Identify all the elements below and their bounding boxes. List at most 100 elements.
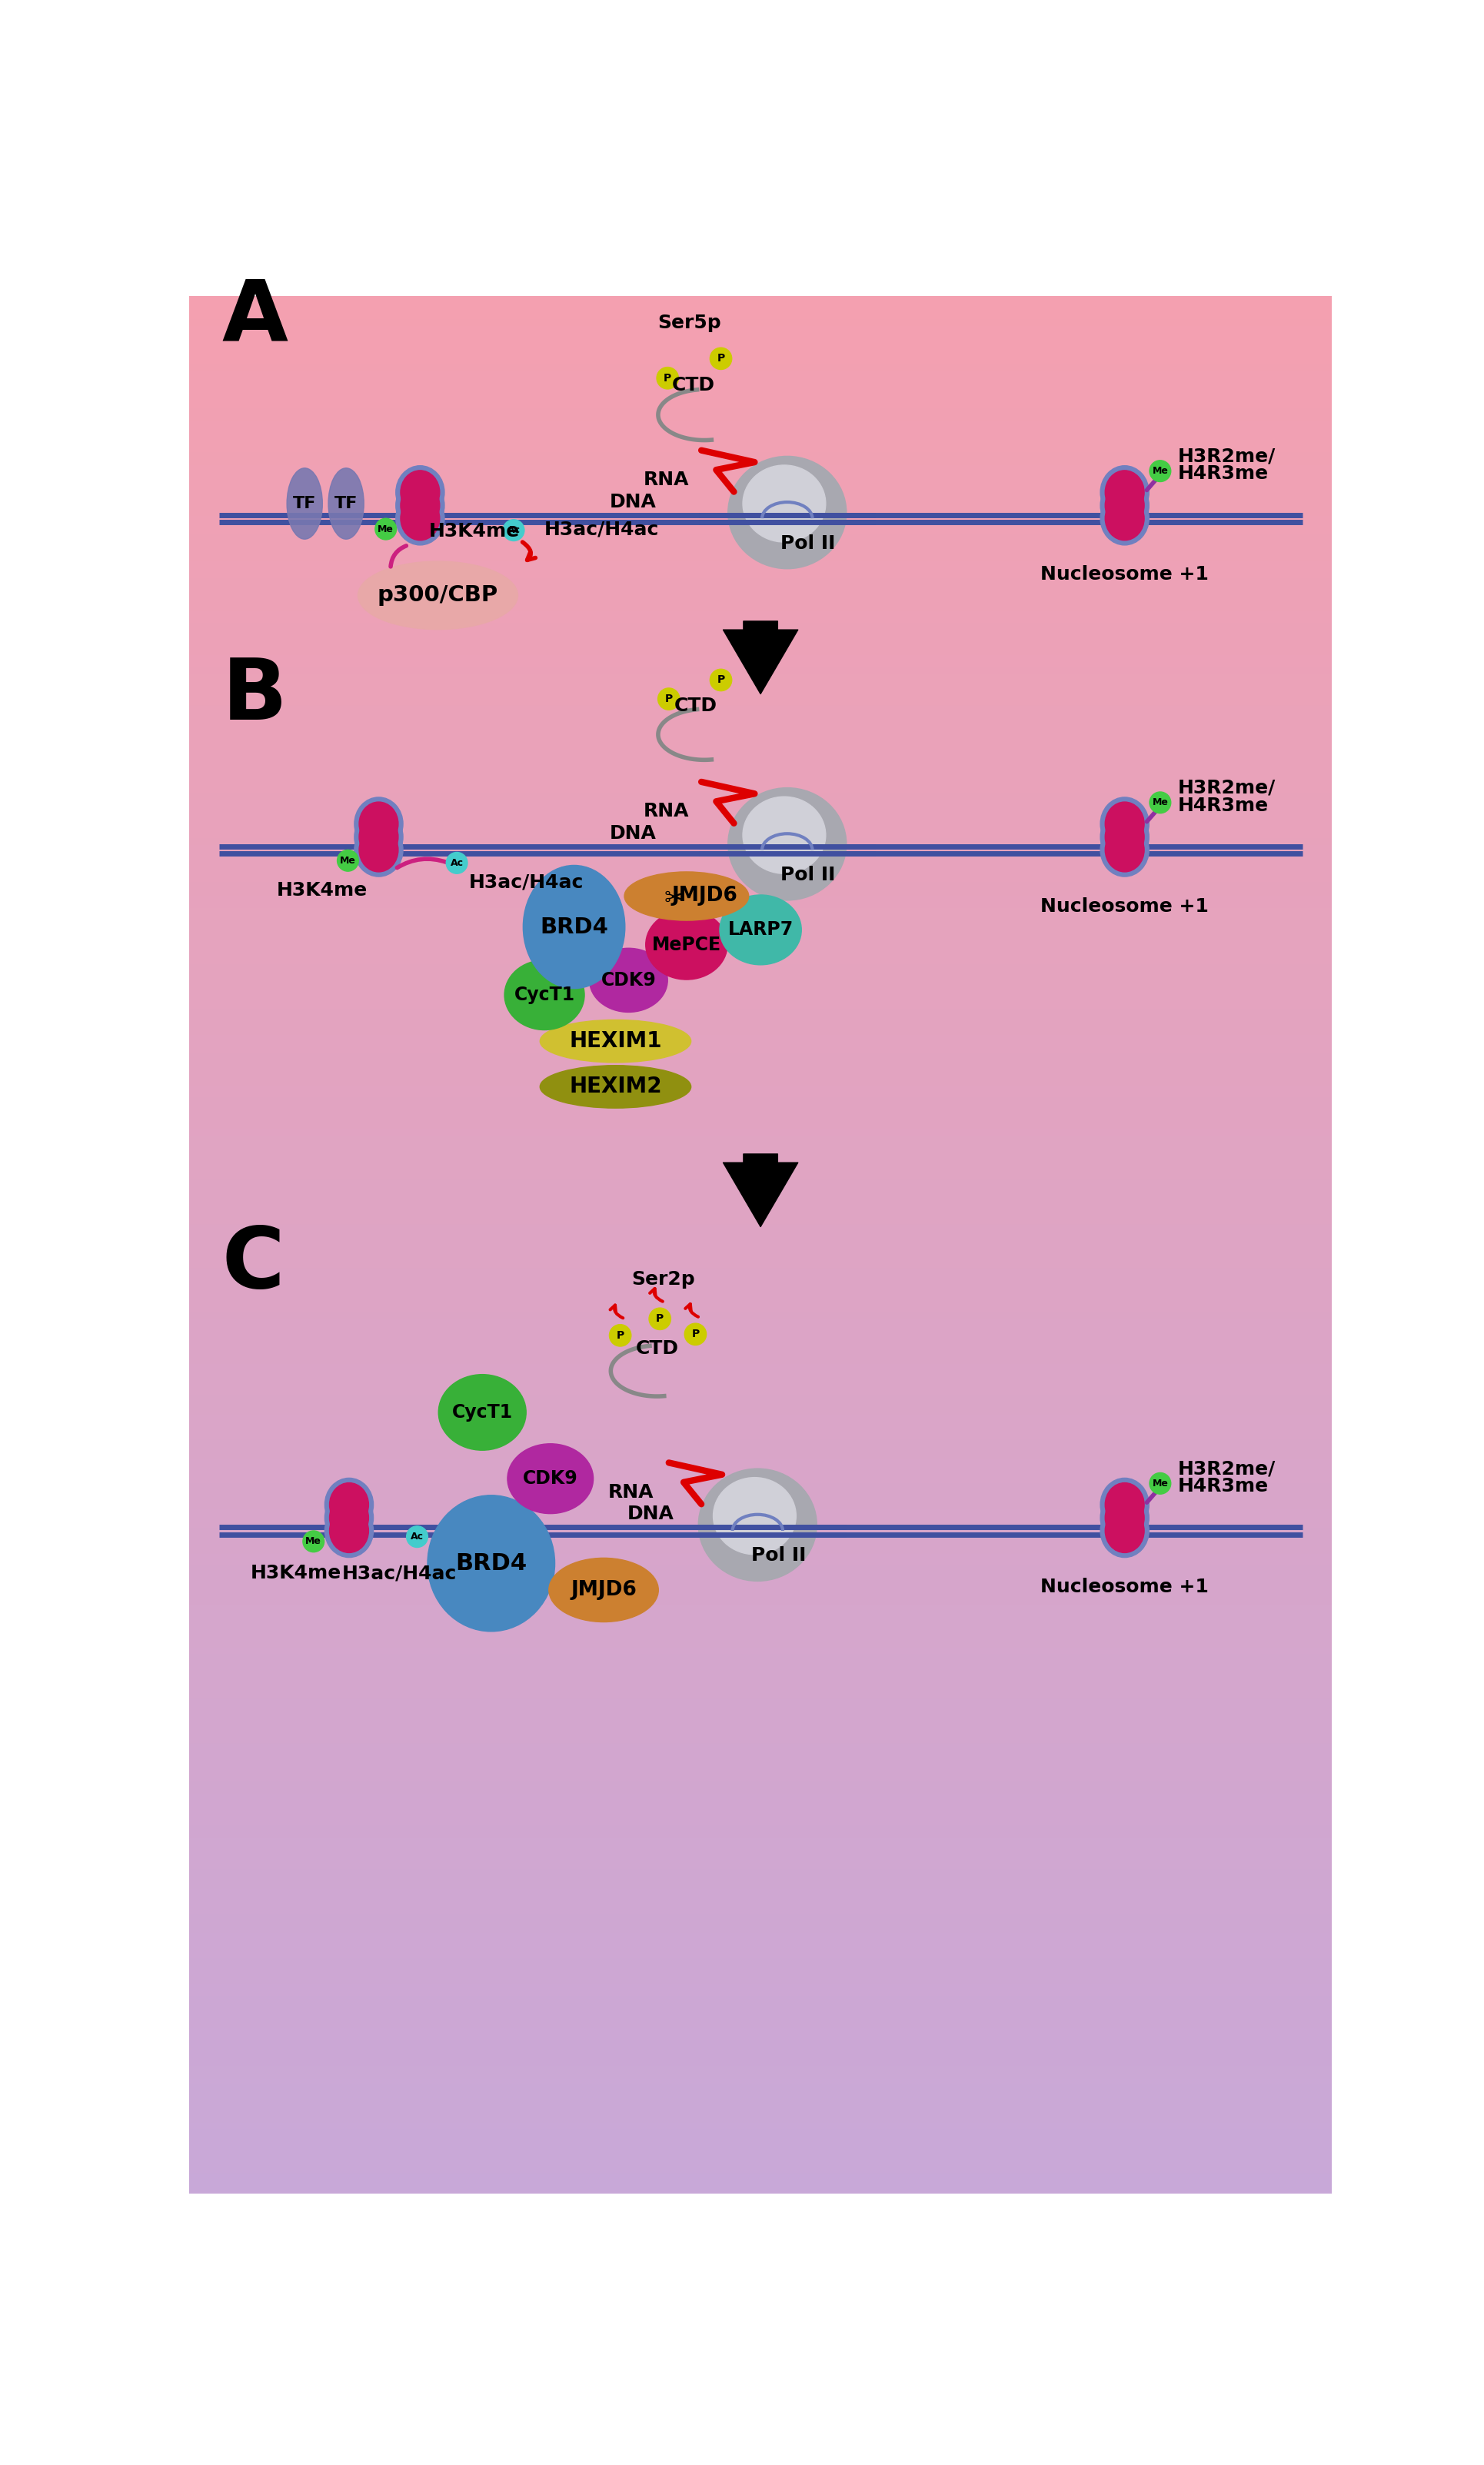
Bar bbox=[190, 2154, 1333, 2162]
Bar bbox=[190, 1294, 1333, 1302]
Bar bbox=[190, 776, 1333, 784]
FancyArrowPatch shape bbox=[522, 542, 536, 560]
Bar bbox=[190, 643, 1333, 651]
Bar bbox=[190, 1952, 1333, 1960]
Ellipse shape bbox=[325, 1504, 374, 1558]
Bar bbox=[190, 1940, 1333, 1947]
Bar bbox=[190, 688, 1333, 695]
Bar bbox=[190, 1213, 1333, 1220]
Bar bbox=[190, 656, 1333, 663]
Circle shape bbox=[447, 853, 467, 873]
Bar bbox=[190, 1415, 1333, 1422]
Ellipse shape bbox=[1106, 828, 1144, 873]
Bar bbox=[190, 966, 1333, 974]
Bar bbox=[190, 705, 1333, 712]
Bar bbox=[190, 1819, 1333, 1827]
Circle shape bbox=[337, 850, 359, 870]
Bar bbox=[190, 325, 1333, 333]
Bar bbox=[190, 1933, 1333, 1940]
Circle shape bbox=[709, 668, 732, 690]
Bar bbox=[190, 1605, 1333, 1612]
Bar bbox=[190, 345, 1333, 352]
Ellipse shape bbox=[1106, 801, 1144, 845]
Bar bbox=[190, 1782, 1333, 1790]
Bar bbox=[190, 1693, 1333, 1701]
Ellipse shape bbox=[1106, 1496, 1144, 1541]
Bar bbox=[190, 762, 1333, 769]
Bar bbox=[190, 1698, 1333, 1706]
Bar bbox=[190, 498, 1333, 505]
Bar bbox=[190, 1237, 1333, 1245]
Bar bbox=[190, 1504, 1333, 1511]
Bar bbox=[190, 890, 1333, 897]
Bar bbox=[190, 1528, 1333, 1536]
Bar bbox=[190, 813, 1333, 821]
Bar bbox=[190, 1306, 1333, 1314]
Bar bbox=[190, 1864, 1333, 1871]
Bar bbox=[190, 1257, 1333, 1265]
Ellipse shape bbox=[328, 468, 364, 540]
Bar bbox=[190, 1375, 1333, 1383]
Bar bbox=[190, 523, 1333, 530]
Bar bbox=[190, 604, 1333, 611]
Bar bbox=[190, 1851, 1333, 1859]
Text: H4R3me: H4R3me bbox=[1178, 796, 1269, 816]
Bar bbox=[190, 1799, 1333, 1807]
Circle shape bbox=[610, 1324, 631, 1346]
Bar bbox=[190, 1028, 1333, 1035]
Bar bbox=[190, 1141, 1333, 1149]
Bar bbox=[190, 471, 1333, 478]
Ellipse shape bbox=[646, 910, 727, 979]
Bar bbox=[190, 2034, 1333, 2041]
Bar bbox=[190, 1770, 1333, 1777]
Text: RNA: RNA bbox=[644, 471, 690, 488]
Text: HEXIM2: HEXIM2 bbox=[570, 1077, 662, 1097]
Bar bbox=[190, 2105, 1333, 2113]
Bar bbox=[190, 1839, 1333, 1846]
Text: Pol II: Pol II bbox=[751, 1546, 806, 1565]
Circle shape bbox=[649, 1309, 671, 1329]
Bar bbox=[190, 915, 1333, 922]
Bar bbox=[190, 1383, 1333, 1390]
Bar bbox=[190, 434, 1333, 441]
Ellipse shape bbox=[401, 495, 439, 540]
Bar bbox=[190, 370, 1333, 377]
Ellipse shape bbox=[729, 456, 846, 569]
Ellipse shape bbox=[358, 562, 518, 629]
Text: Me: Me bbox=[378, 525, 393, 535]
Bar bbox=[190, 826, 1333, 833]
Text: TF: TF bbox=[292, 495, 316, 510]
Bar bbox=[190, 1193, 1333, 1200]
Ellipse shape bbox=[1101, 466, 1149, 520]
Bar bbox=[190, 1447, 1333, 1454]
Bar bbox=[190, 2135, 1333, 2142]
Bar bbox=[190, 313, 1333, 320]
Ellipse shape bbox=[329, 1484, 368, 1526]
Bar bbox=[190, 1245, 1333, 1252]
Circle shape bbox=[657, 367, 678, 389]
Bar bbox=[190, 1762, 1333, 1770]
Text: Nucleosome +1: Nucleosome +1 bbox=[1040, 897, 1209, 915]
Bar bbox=[190, 2004, 1333, 2011]
Bar bbox=[190, 1250, 1333, 1257]
Bar bbox=[190, 2029, 1333, 2036]
Ellipse shape bbox=[396, 491, 444, 545]
Bar bbox=[190, 1844, 1333, 1851]
Text: H3K4me: H3K4me bbox=[429, 523, 519, 540]
Bar bbox=[190, 1856, 1333, 1866]
Bar bbox=[190, 1472, 1333, 1479]
Bar bbox=[190, 547, 1333, 555]
Text: A: A bbox=[221, 276, 288, 357]
Text: Me: Me bbox=[1152, 466, 1168, 476]
Bar bbox=[190, 991, 1333, 998]
Bar bbox=[190, 458, 1333, 466]
Bar bbox=[190, 2130, 1333, 2137]
Bar bbox=[190, 2167, 1333, 2174]
Text: CTD: CTD bbox=[674, 698, 717, 715]
Bar bbox=[190, 850, 1333, 858]
Bar bbox=[190, 1706, 1333, 1713]
Bar bbox=[190, 1484, 1333, 1491]
Bar bbox=[190, 1536, 1333, 1543]
Bar bbox=[190, 389, 1333, 397]
Bar bbox=[190, 2078, 1333, 2085]
